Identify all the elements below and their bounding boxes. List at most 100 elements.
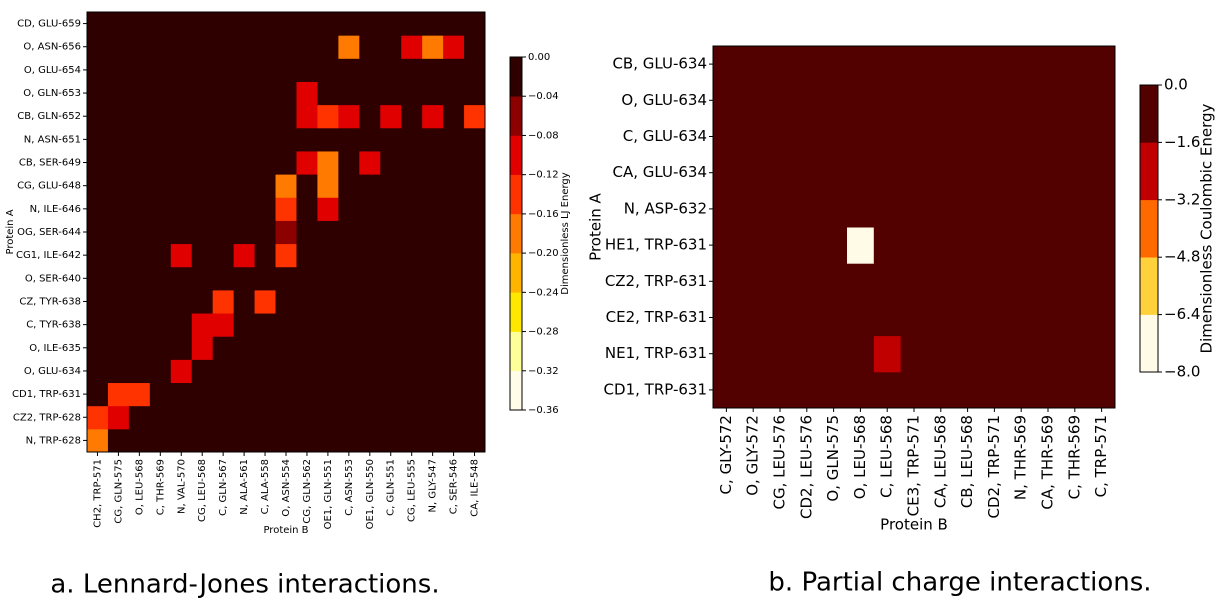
colorbar-tick-label: −1.6 xyxy=(1164,133,1200,151)
heatmap-cell xyxy=(212,58,235,82)
heatmap-cell xyxy=(87,289,109,314)
heatmap-cell xyxy=(107,220,130,245)
heatmap-cell xyxy=(1034,371,1062,409)
heatmap-cell xyxy=(87,336,109,360)
heatmap-cell xyxy=(766,82,794,119)
heatmap-cell xyxy=(212,197,235,221)
heatmap-cell xyxy=(713,371,741,409)
heatmap-cell xyxy=(847,118,875,156)
heatmap-cell xyxy=(713,263,741,300)
heatmap-cell xyxy=(317,81,339,106)
y-tick-label: O, GLU-634 xyxy=(621,91,707,109)
heatmap-cell xyxy=(954,82,982,119)
heatmap-cell xyxy=(87,313,109,337)
heatmap-cell xyxy=(191,104,214,129)
y-tick-label: C, GLU-634 xyxy=(623,127,707,145)
heatmap-cell xyxy=(275,428,297,453)
heatmap-cell xyxy=(107,266,130,291)
y-tick-label: CD1, TRP-631 xyxy=(12,389,81,400)
heatmap-cell xyxy=(422,127,444,152)
heatmap-cell xyxy=(401,243,423,268)
heatmap-cell xyxy=(1007,46,1036,83)
heatmap-cell xyxy=(170,243,193,268)
heatmap-cell xyxy=(149,104,172,129)
y-tick-label: CD, GLU-659 xyxy=(17,19,81,30)
colorbar-label: Dimensionless Coulombic Energy xyxy=(1198,103,1215,353)
heatmap-cell xyxy=(443,127,465,152)
heatmap-cell xyxy=(793,227,821,264)
colorbar-band xyxy=(1140,199,1158,258)
heatmap-cell xyxy=(1061,82,1089,119)
heatmap-cell xyxy=(900,118,928,156)
heatmap-cell xyxy=(380,220,402,245)
heatmap-cell xyxy=(739,227,768,264)
heatmap-cell xyxy=(191,150,214,175)
heatmap-cell xyxy=(1034,118,1062,156)
heatmap-cell xyxy=(317,35,339,59)
heatmap-cell xyxy=(793,118,821,156)
heatmap-cell xyxy=(766,263,794,300)
heatmap-cell xyxy=(233,58,256,82)
heatmap-cell xyxy=(128,174,151,198)
heatmap-cell xyxy=(380,104,402,129)
x-tick-label: O, GLY-572 xyxy=(744,415,762,496)
heatmap-cell xyxy=(766,299,794,337)
heatmap-cell xyxy=(233,104,256,129)
heatmap-cell xyxy=(954,154,982,192)
x-tick-label: O, GLN-575 xyxy=(824,415,842,502)
heatmap-cell xyxy=(254,58,277,82)
heatmap-cell xyxy=(87,359,109,384)
heatmap-cell xyxy=(233,81,256,106)
heatmap-cell xyxy=(380,289,402,314)
heatmap-cell xyxy=(1007,299,1036,337)
heatmap-cell xyxy=(401,12,423,36)
heatmap-cell xyxy=(87,174,109,198)
x-tick-label: CG, GLN-562 xyxy=(302,459,313,524)
heatmap-cell xyxy=(464,150,486,175)
heatmap-cell xyxy=(87,35,109,59)
heatmap-cell xyxy=(443,336,465,360)
heatmap-cell xyxy=(464,81,486,106)
colorbar-tick-label: −0.12 xyxy=(528,170,559,181)
colorbar-tick-label: −0.20 xyxy=(528,248,559,259)
heatmap-cell xyxy=(107,174,130,198)
heatmap-cell xyxy=(793,299,821,337)
heatmap-cell xyxy=(1088,46,1116,83)
colorbar-frame xyxy=(1139,84,1159,373)
heatmap-cell xyxy=(401,35,423,59)
heatmap-cell xyxy=(87,12,109,36)
heatmap-cell xyxy=(87,428,109,453)
heatmap-cell xyxy=(380,382,402,407)
heatmap-cell xyxy=(296,174,318,198)
heatmap-cell xyxy=(317,289,339,314)
heatmap-cell xyxy=(981,190,1009,228)
heatmap-cell xyxy=(464,58,486,82)
heatmap-cell xyxy=(149,382,172,407)
x-tick-label: N, THR-569 xyxy=(1012,415,1030,500)
heatmap-cell xyxy=(191,266,214,291)
heatmap-cell xyxy=(233,359,256,384)
colorbar-tick-label: −8.0 xyxy=(1164,363,1200,381)
heatmap-cell xyxy=(149,313,172,337)
heatmap-cell xyxy=(464,104,486,129)
heatmap-cell xyxy=(820,82,848,119)
y-tick-label: CZ2, TRP-631 xyxy=(605,272,707,290)
colorbar-tick-label: −4.8 xyxy=(1164,248,1200,266)
heatmap-cell xyxy=(170,104,193,129)
heatmap-cell xyxy=(981,299,1009,337)
heatmap-cell xyxy=(296,35,318,59)
heatmap-cell xyxy=(233,428,256,453)
heatmap-cell xyxy=(900,263,928,300)
heatmap-cell xyxy=(359,81,381,106)
heatmap-cell xyxy=(464,35,486,59)
y-tick-label: CZ, TYR-638 xyxy=(19,296,81,307)
x-tick-label: CG, LEU-576 xyxy=(771,415,789,510)
heatmap-cell xyxy=(338,81,360,106)
heatmap-cell xyxy=(422,313,444,337)
heatmap-cell xyxy=(338,428,360,453)
heatmap-cell xyxy=(873,46,902,83)
heatmap-cell xyxy=(233,174,256,198)
heatmap-cell xyxy=(1007,335,1036,373)
heatmap-cell xyxy=(128,104,151,129)
y-tick-label: O, SER-640 xyxy=(25,273,81,284)
